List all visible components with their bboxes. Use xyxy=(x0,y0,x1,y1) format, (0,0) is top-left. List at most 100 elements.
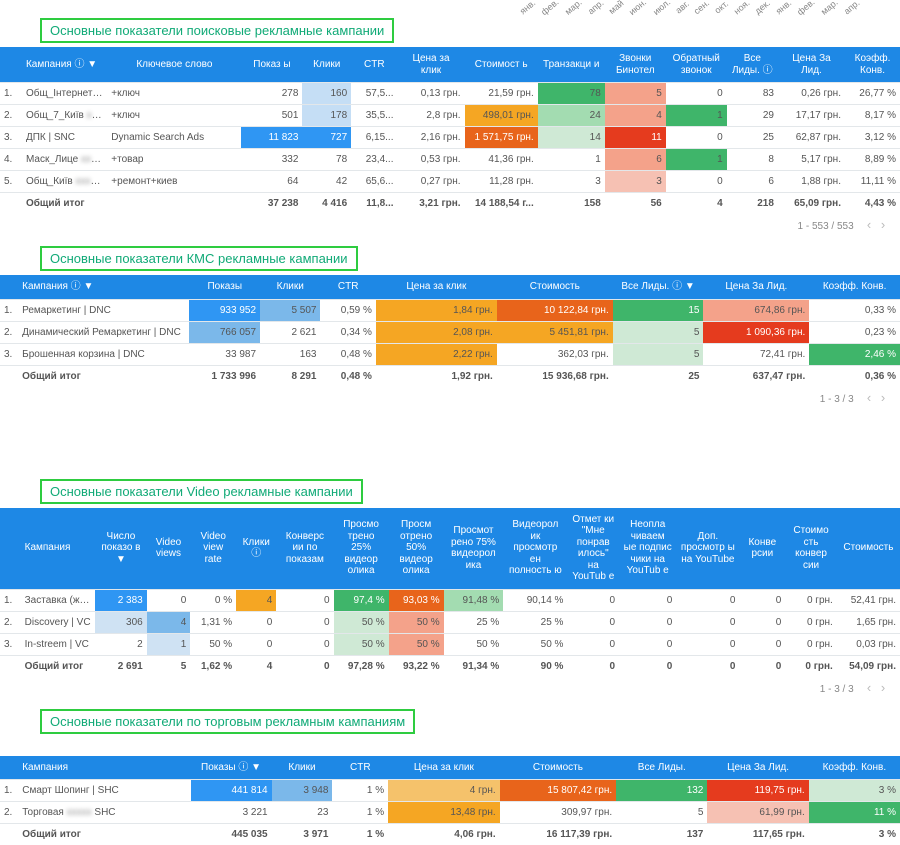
total-cell: 2 691 xyxy=(95,655,147,677)
column-header[interactable]: Конве рсии xyxy=(739,508,785,590)
column-header[interactable]: Video views xyxy=(147,508,191,590)
column-header[interactable]: Клики xyxy=(272,756,333,780)
column-header[interactable]: Кампания xyxy=(21,508,96,590)
column-header[interactable]: Просмо трено 25% видеор олика xyxy=(334,508,389,590)
total-cell: 65,09 грн. xyxy=(778,193,845,215)
column-header[interactable]: Стоимость xyxy=(837,508,900,590)
table-row[interactable]: 2.Discovery | VC30641,31 %0050 %50 %25 %… xyxy=(0,611,900,633)
page-next[interactable]: › xyxy=(876,390,890,405)
cell: 3 948 xyxy=(272,780,333,802)
column-header[interactable]: Число показо в ▼ xyxy=(95,508,147,590)
total-cell: Общий итог xyxy=(18,824,190,845)
cell: 0 xyxy=(666,83,727,105)
table-row[interactable]: 1.Общ_Інтернет xxxxx SNC+ключ27816057,5.… xyxy=(0,83,900,105)
column-header[interactable]: Просм отрено 50% видеор олика xyxy=(389,508,444,590)
column-header[interactable]: Клики xyxy=(260,275,320,299)
table-row[interactable]: 5.Общ_Київ xxxxx SNC+ремонт+киев644265,6… xyxy=(0,171,900,193)
column-header[interactable]: Звонки Бинотел xyxy=(605,47,666,83)
cell: 0 xyxy=(739,611,785,633)
page-prev[interactable]: ‹ xyxy=(862,217,876,232)
table-row[interactable]: 4.Маск_Лице xxxxx SNC+товар3327823,4...0… xyxy=(0,149,900,171)
table-row[interactable]: 2.Общ_7_Київ xxxxx SNC+ключ50117835,5...… xyxy=(0,105,900,127)
page-prev[interactable]: ‹ xyxy=(862,390,876,405)
cell: 278 xyxy=(241,83,302,105)
cell: 50 % xyxy=(190,633,236,655)
column-header[interactable]: Цена за клик xyxy=(388,756,499,780)
column-header[interactable]: Стоимость xyxy=(497,275,613,299)
cell: 64 xyxy=(241,171,302,193)
column-header[interactable]: Цена За Лид. xyxy=(778,47,845,83)
cell: 1 xyxy=(666,105,727,127)
table-row[interactable]: 1.Заставка (женщины) | VC2 38300 %4097,4… xyxy=(0,589,900,611)
cell: 0 xyxy=(619,589,676,611)
column-header[interactable]: Цена За Лид. xyxy=(707,756,808,780)
cell: 766 057 xyxy=(189,321,260,343)
column-header[interactable]: Стоимость xyxy=(500,756,617,780)
column-header[interactable]: Конверс ии по показам xyxy=(276,508,333,590)
column-header[interactable]: Показы ⓘ ▼ xyxy=(191,756,272,780)
column-header[interactable]: Кампания ⓘ ▼ xyxy=(22,47,107,83)
cell: 1 % xyxy=(332,780,388,802)
column-header[interactable]: Обратный звонок xyxy=(666,47,727,83)
row-index: 2. xyxy=(0,802,18,824)
page-prev[interactable]: ‹ xyxy=(862,680,876,695)
cell: 5 xyxy=(613,343,704,365)
table-row[interactable]: 3.Брошенная корзина | DNC33 9871630,48 %… xyxy=(0,343,900,365)
cell: 132 xyxy=(616,780,707,802)
total-cell: Общий итог xyxy=(21,655,96,677)
column-header[interactable]: Все Лиды. xyxy=(616,756,707,780)
column-header[interactable]: Коэфф. Конв. xyxy=(809,756,900,780)
column-header[interactable]: Отмет ки "Мне понрав илось" на YouTub e xyxy=(567,508,619,590)
column-header[interactable]: Цена за клик xyxy=(398,47,465,83)
cell: 0,27 грн. xyxy=(398,171,465,193)
cell: 8 xyxy=(727,149,778,171)
column-header[interactable]: Неопла чиваем ые подпис чики на YouTub e xyxy=(619,508,676,590)
column-header[interactable]: Стоимо сть конвер сии xyxy=(785,508,837,590)
table-row[interactable]: 1.Ремаркетинг | DNC933 9525 5070,59 %1,8… xyxy=(0,299,900,321)
column-header[interactable]: Транзакци и xyxy=(538,47,605,83)
column-header[interactable]: Кампания ⓘ ▼ xyxy=(18,275,189,299)
column-header[interactable]: Цена За Лид. xyxy=(703,275,809,299)
column-header[interactable]: Показ ы xyxy=(241,47,302,83)
cell: 25 xyxy=(727,127,778,149)
column-header[interactable]: Коэфф. Конв. xyxy=(845,47,900,83)
column-header[interactable]: Доп. просмотр ы на YouTube xyxy=(676,508,739,590)
table-row[interactable]: 3.ДПК | SNCDynamic Search Ads11 8237276,… xyxy=(0,127,900,149)
cell: 90,14 % xyxy=(503,589,567,611)
cell: 309,97 грн. xyxy=(500,802,617,824)
column-header[interactable]: Video view rate xyxy=(190,508,236,590)
column-header[interactable]: Все Лиды. ⓘ ▼ xyxy=(613,275,704,299)
column-header[interactable]: CTR xyxy=(332,756,388,780)
section-title: Основные показатели Video рекламные камп… xyxy=(40,479,363,504)
table-row[interactable]: 3.In-streem | VC2150 %0050 %50 %50 %50 %… xyxy=(0,633,900,655)
column-header[interactable]: Кампания xyxy=(18,756,190,780)
total-cell: 4,43 % xyxy=(845,193,900,215)
column-header[interactable]: Стоимост ь xyxy=(465,47,538,83)
cell: 0 xyxy=(567,633,619,655)
column-header[interactable]: Клики ⓘ xyxy=(236,508,276,590)
table-row[interactable]: 2.Торговая xxxxx SHC3 221231 %13,48 грн.… xyxy=(0,802,900,824)
column-header[interactable]: Коэфф. Конв. xyxy=(809,275,900,299)
total-cell: 97,28 % xyxy=(334,655,389,677)
column-header[interactable]: Показы xyxy=(189,275,260,299)
column-header[interactable]: CTR xyxy=(351,47,397,83)
total-cell: 3 % xyxy=(809,824,900,845)
column-header[interactable]: Клики xyxy=(302,47,351,83)
column-header[interactable]: CTR xyxy=(320,275,375,299)
table-row[interactable]: 1.Смарт Шопинг | SHC441 8143 9481 %4 грн… xyxy=(0,780,900,802)
row-index: 4. xyxy=(0,149,22,171)
cell: 0 грн. xyxy=(785,611,837,633)
table-row[interactable]: 2.Динамический Ремаркетинг | DNC766 0572… xyxy=(0,321,900,343)
page-next[interactable]: › xyxy=(876,680,890,695)
page-next[interactable]: › xyxy=(876,217,890,232)
total-cell: 0 xyxy=(276,655,333,677)
column-header[interactable]: Цена за клик xyxy=(376,275,497,299)
cell: 62,87 грн. xyxy=(778,127,845,149)
column-header[interactable]: Просмот рено 75% видеорол ика xyxy=(444,508,504,590)
column-header[interactable]: Видеорол ик просмотр ен полность ю xyxy=(503,508,567,590)
total-cell: 4,06 грн. xyxy=(388,824,499,845)
row-index: 1. xyxy=(0,299,18,321)
column-header[interactable]: Все Лиды. ⓘ xyxy=(727,47,778,83)
column-header[interactable]: Ключевое слово xyxy=(107,47,241,83)
cell: 0 xyxy=(276,633,333,655)
